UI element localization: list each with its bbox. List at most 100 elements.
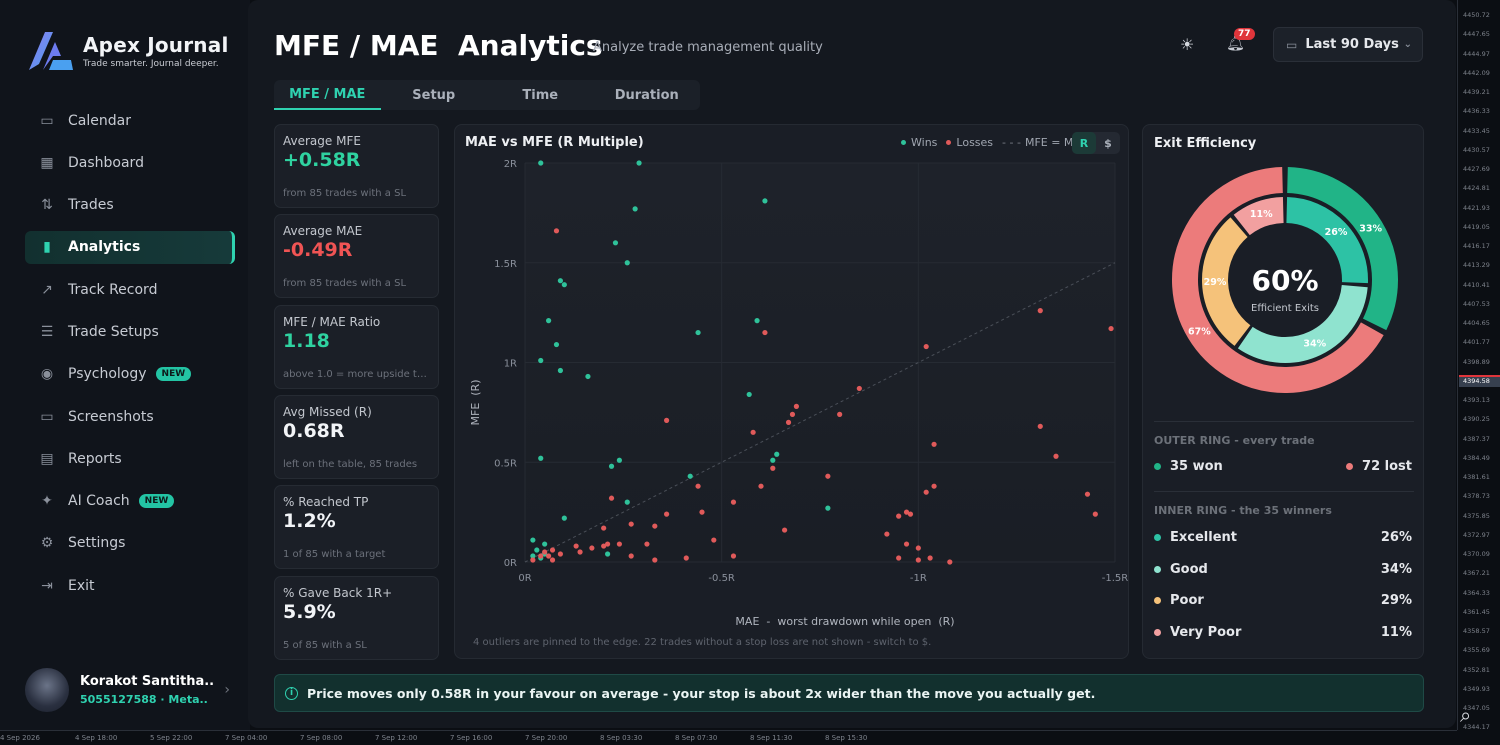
win-point	[538, 357, 544, 364]
analytics-tabs: MFE / MAE Setup Time Duration	[274, 80, 700, 110]
win-point	[553, 341, 560, 348]
price-label: 4401.77	[1463, 338, 1490, 347]
loss-point	[762, 329, 768, 336]
win-point	[538, 455, 544, 461]
loss-point	[927, 555, 933, 561]
theme-toggle-sun-icon[interactable]: ☀	[1180, 35, 1195, 54]
loss-point	[750, 429, 756, 435]
sidebar-item-settings[interactable]: ⚙ Settings	[25, 527, 235, 560]
tab-mfe-mae[interactable]: MFE / MAE	[274, 80, 381, 110]
win-point	[530, 553, 536, 559]
category-label: Poor	[1170, 593, 1204, 609]
zoom-icon[interactable]: ⌕	[1460, 703, 1472, 727]
category-label: Good	[1170, 561, 1208, 577]
category-percent: 11%	[1380, 625, 1412, 641]
loss-point	[793, 403, 799, 409]
chevron-down-icon: ⌄	[1403, 39, 1412, 50]
mfe-equals-mae-line	[524, 262, 1116, 563]
sidebar-item-trades[interactable]: ⇅ Trades	[25, 189, 235, 222]
outer-ring-segment	[1172, 167, 1384, 393]
win-point	[695, 329, 701, 336]
user-profile[interactable]: Korakot Santitha.. 5055127588 · Meta.. ›	[25, 668, 230, 712]
category-dot	[1154, 565, 1161, 573]
legend-losses-dot	[946, 140, 952, 145]
loss-point	[683, 555, 689, 561]
category-percent: 26%	[1380, 530, 1412, 545]
category-label: Very Poor	[1170, 625, 1242, 641]
analytics-icon: ▮	[43, 239, 51, 256]
loss-point	[915, 545, 921, 551]
win-point	[616, 457, 622, 463]
time-label: 7 Sep 16:00	[450, 734, 493, 742]
price-label: 4370.09	[1463, 550, 1490, 558]
sidebar-item-calendar[interactable]: ▭ Calendar	[25, 104, 235, 137]
win-point	[561, 282, 567, 288]
loss-point	[549, 547, 556, 553]
sidebar-item-ai-coach[interactable]: ✦ AI Coach NEW	[25, 485, 235, 518]
win-point	[632, 206, 638, 212]
win-point	[754, 318, 760, 324]
loss-point	[542, 549, 548, 555]
sidebar-item-screenshots[interactable]: ▭ Screenshots	[25, 400, 235, 433]
loss-point	[923, 489, 929, 495]
stat-label: Avg Missed (R)	[283, 404, 372, 419]
sidebar-item-label: Trades	[68, 197, 114, 214]
tab-duration[interactable]: Duration	[614, 87, 679, 103]
profile-name: Korakot Santitha..	[80, 674, 215, 689]
sidebar-item-dashboard[interactable]: ▦ Dashboard	[25, 146, 235, 179]
insight-banner: i Price moves only 0.58R in your favour …	[274, 674, 1424, 712]
sidebar-item-trade-setups[interactable]: ☰ Trade Setups	[25, 315, 235, 348]
loss-point	[770, 465, 776, 471]
price-label: 4430.57	[1463, 145, 1490, 154]
account-number: 5055127588	[80, 693, 157, 706]
chart-title: MAE vs MFE (R Multiple)	[465, 135, 644, 150]
sidebar-item-exit[interactable]: ⇥ Exit	[25, 569, 235, 602]
new-badge: NEW	[155, 367, 192, 382]
unit-dollar-option[interactable]: $	[1104, 136, 1112, 150]
sidebar-item-track-record[interactable]: ↗ Track Record	[25, 273, 235, 306]
loss-point	[573, 543, 579, 549]
reports-icon: ▤	[40, 450, 54, 467]
y-tick-label: 1R	[504, 359, 517, 370]
win-point	[542, 541, 548, 547]
loss-point	[549, 557, 556, 563]
loss-point	[1037, 423, 1043, 429]
calendar-icon: ▭	[40, 112, 54, 129]
sidebar-item-analytics[interactable]: ▮ Analytics	[25, 230, 235, 264]
efficiency-donut-chart[interactable]: 33% 67% 26% 34% 29% 11% 60% Efficient Exits	[1165, 165, 1405, 405]
win-point	[687, 473, 693, 479]
scatter-chart[interactable]: 0R 0.5R 1R 1.5R 2R 0R -0.5R -1R -1.5R MAE - worst…	[455, 125, 1130, 660]
loss-point	[907, 511, 914, 517]
category-percent: 29%	[1380, 593, 1412, 609]
price-label: 4439.21	[1463, 88, 1490, 96]
time-label: 4 Sep 18:00	[75, 734, 118, 742]
category-label: Excellent	[1170, 530, 1237, 545]
calendar-icon: ▭	[1286, 37, 1298, 52]
date-range-dropdown[interactable]: ▭ Last 90 Days ⌄	[1273, 27, 1423, 62]
tab-time[interactable]: Time	[522, 87, 559, 103]
sidebar-item-reports[interactable]: ▤ Reports	[25, 442, 235, 475]
app-logo[interactable]: Apex Journal Trade smarter. Journal deep…	[25, 28, 229, 74]
unit-r-option[interactable]: R	[1072, 132, 1096, 154]
app-tagline: Trade smarter. Journal deeper.	[83, 59, 219, 69]
price-label: 4410.41	[1463, 280, 1490, 289]
tab-setup[interactable]: Setup	[412, 87, 456, 103]
inner-ring-segment	[1285, 197, 1368, 284]
divider	[1154, 491, 1414, 492]
price-label: 4398.89	[1463, 357, 1490, 366]
loss-point	[652, 557, 658, 563]
time-label: 7 Sep 12:00	[375, 734, 418, 742]
notification-count-badge: 77	[1234, 28, 1255, 40]
mae-mfe-chart-panel: 0R 0.5R 1R 1.5R 2R 0R -0.5R -1R -1.5R MAE - worst…	[454, 124, 1129, 659]
logo-icon	[29, 32, 73, 70]
loss-point	[711, 537, 717, 543]
app-name: Apex Journal	[83, 33, 229, 57]
sidebar-item-psychology[interactable]: ◉ Psychology NEW	[25, 358, 235, 391]
price-label: 4349.93	[1463, 684, 1490, 693]
price-label: 4358.57	[1463, 627, 1490, 635]
price-scale: 4450.72 4447.65 4444.97 4442.09 4439.21 4436.…	[1457, 0, 1500, 731]
win-point	[585, 373, 591, 380]
stat-label: Average MAE	[283, 224, 363, 239]
loss-point	[652, 523, 658, 529]
